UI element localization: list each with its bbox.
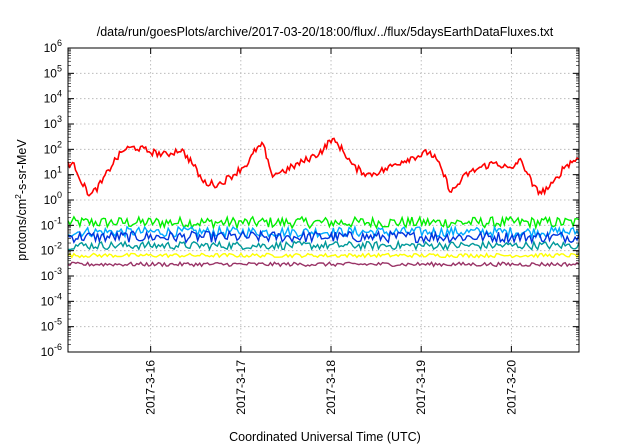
- series-line: [67, 252, 580, 259]
- x-tick-label: 2017-3-18: [324, 360, 338, 415]
- y-axis: 10-6 10-5 10-4 10-3 10-2 10-1 100 101 102 103 104 1…: [41, 38, 579, 359]
- y-axis-label: protons/cm2-s-sr-MeV: [13, 139, 29, 261]
- y-tick-label: 102: [44, 139, 62, 156]
- x-tick-label: 2017-3-19: [414, 360, 428, 415]
- series-line: [68, 239, 580, 252]
- series-line: [67, 229, 580, 245]
- y-tick-label: 105: [44, 63, 62, 80]
- y-tick-label: 103: [44, 114, 62, 131]
- chart-title: /data/run/goesPlots/archive/2017-03-20/1…: [97, 25, 554, 39]
- y-tick-label: 10-4: [41, 291, 62, 308]
- x-axis-label: Coordinated Universal Time (UTC): [229, 430, 421, 444]
- y-axis-label-base: protons/cm: [15, 199, 29, 261]
- y-tick-label: 10-1: [41, 215, 62, 232]
- y-axis-label-sup: 2: [13, 194, 23, 199]
- series-layer: [67, 137, 580, 268]
- y-tick-label: 10-3: [41, 266, 62, 283]
- series-line: [67, 260, 580, 268]
- y-tick-label: 101: [44, 165, 62, 182]
- series-line: [67, 215, 580, 231]
- y-tick-label: 10-5: [41, 317, 62, 334]
- y-tick-label: 104: [44, 89, 62, 106]
- series-line: [67, 137, 580, 197]
- y-tick-label: 100: [44, 190, 62, 207]
- grid: [68, 48, 579, 352]
- x-axis: 2017-3-16 2017-3-17 2017-3-18 2017-3-19 2017…: [144, 48, 518, 415]
- y-tick-label: 106: [44, 38, 62, 55]
- x-tick-label: 2017-3-20: [504, 360, 518, 415]
- y-tick-label: 10-6: [41, 342, 62, 359]
- x-tick-label: 2017-3-17: [234, 360, 248, 415]
- x-tick-label: 2017-3-16: [144, 360, 158, 415]
- y-tick-label: 10-2: [41, 241, 62, 258]
- y-axis-label-rest: -s-sr-MeV: [15, 139, 29, 195]
- series-line: [67, 224, 580, 240]
